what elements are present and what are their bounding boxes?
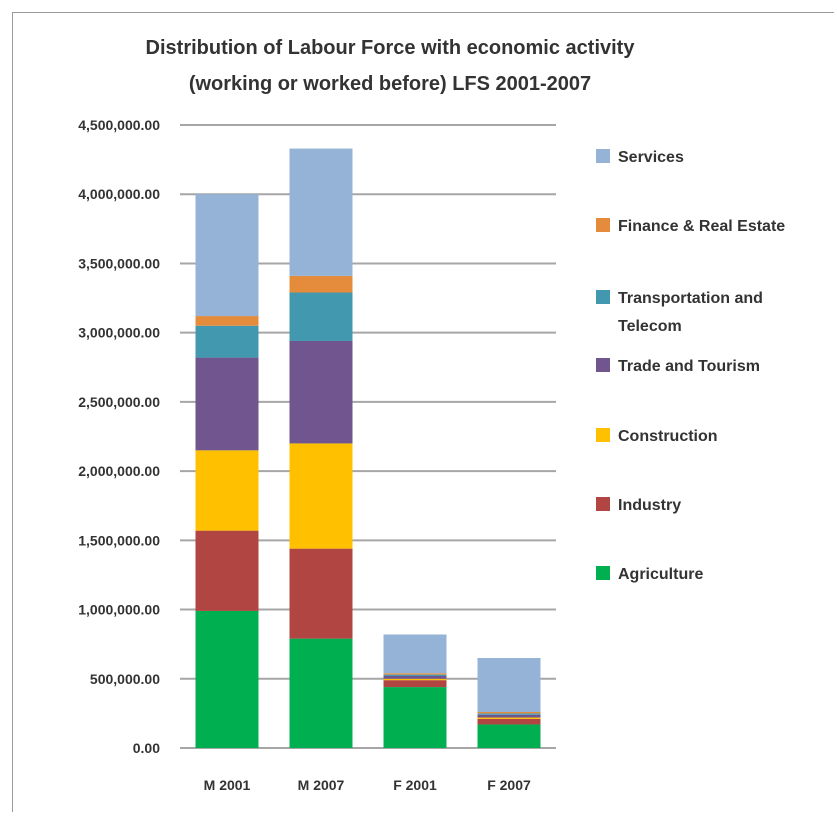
bar-segment bbox=[195, 325, 259, 358]
legend-label: Trade and Tourism bbox=[618, 358, 760, 375]
y-tick-label: 1,500,000.00 bbox=[78, 532, 160, 548]
legend-item: Industry bbox=[596, 497, 681, 514]
y-tick-label: 4,500,000.00 bbox=[78, 117, 160, 133]
bar-segment bbox=[195, 610, 259, 748]
bar-segment bbox=[289, 148, 353, 276]
x-axis-ticks: M 2001 M 2007 F 2001 F 2007 bbox=[204, 777, 531, 793]
bar-segment bbox=[383, 674, 447, 677]
x-tick-label: M 2001 bbox=[204, 777, 251, 793]
legend-swatch bbox=[596, 290, 610, 304]
y-axis-ticks: 0.00 500,000.00 1,000,000.00 1,500,000.00 2,… bbox=[78, 117, 160, 756]
chart-title-line-1: Distribution of Labour Force with econom… bbox=[145, 37, 635, 59]
bar-segment bbox=[289, 548, 353, 639]
bar-segment bbox=[383, 634, 447, 674]
chart-title-line-2: (working or worked before) LFS 2001-2007 bbox=[188, 73, 592, 95]
bar-segment bbox=[195, 194, 259, 317]
legend-swatch bbox=[596, 358, 610, 372]
bars bbox=[195, 148, 541, 748]
chart-title: Distribution of Labour Force with econom… bbox=[60, 30, 720, 102]
y-tick-label: 1,000,000.00 bbox=[78, 602, 160, 618]
y-tick-label: 3,000,000.00 bbox=[78, 325, 160, 341]
bar-segment bbox=[289, 340, 353, 444]
legend-label: Transportation and Telecom bbox=[618, 290, 763, 335]
legend-swatch bbox=[596, 497, 610, 511]
legend-item: Finance & Real Estate bbox=[596, 218, 785, 235]
legend-label: Services bbox=[618, 149, 684, 166]
legend-swatch bbox=[596, 149, 610, 163]
bar-segment bbox=[383, 678, 447, 681]
legend-label: Finance & Real Estate bbox=[618, 218, 785, 235]
legend-label: Agriculture bbox=[618, 566, 703, 583]
y-tick-label: 3,500,000.00 bbox=[78, 255, 160, 271]
bar-segment bbox=[289, 275, 353, 293]
bar-segment bbox=[477, 724, 541, 748]
bar-segment bbox=[195, 530, 259, 611]
bar-segment bbox=[477, 714, 541, 718]
legend-label: Industry bbox=[618, 497, 681, 514]
bar-segment bbox=[383, 687, 447, 748]
legend-item: Services bbox=[596, 149, 684, 166]
y-tick-label: 4,000,000.00 bbox=[78, 186, 160, 202]
bar-segment bbox=[289, 443, 353, 549]
legend-swatch bbox=[596, 218, 610, 232]
legend-item: Construction bbox=[596, 428, 718, 445]
bar-segment bbox=[477, 658, 541, 713]
bar-segment bbox=[477, 718, 541, 725]
legend-label: Construction bbox=[618, 428, 718, 445]
bar-segment bbox=[195, 357, 259, 451]
bar-segment bbox=[383, 680, 447, 688]
bar-segment bbox=[195, 450, 259, 531]
bar-segment bbox=[289, 638, 353, 748]
y-tick-label: 0.00 bbox=[133, 740, 160, 756]
legend-swatch bbox=[596, 428, 610, 442]
y-tick-label: 2,000,000.00 bbox=[78, 463, 160, 479]
bar-segment bbox=[383, 673, 447, 675]
legend-swatch bbox=[596, 566, 610, 580]
legend: Services Finance & Real Estate Transportat… bbox=[596, 149, 785, 583]
legend-item: Agriculture bbox=[596, 566, 703, 583]
legend-item: Transportation and Telecom bbox=[596, 290, 763, 335]
bar-segment bbox=[195, 316, 259, 326]
x-tick-label: F 2001 bbox=[393, 777, 437, 793]
bar-segment bbox=[383, 676, 447, 679]
x-tick-label: F 2007 bbox=[487, 777, 531, 793]
y-tick-label: 500,000.00 bbox=[90, 671, 160, 687]
y-tick-label: 2,500,000.00 bbox=[78, 394, 160, 410]
bar-segment bbox=[477, 717, 541, 719]
legend-item: Trade and Tourism bbox=[596, 358, 760, 375]
x-tick-label: M 2007 bbox=[298, 777, 345, 793]
bar-segment bbox=[289, 292, 353, 341]
bar-segment bbox=[477, 712, 541, 714]
chart-frame bbox=[12, 12, 834, 812]
bar-segment bbox=[477, 713, 541, 715]
